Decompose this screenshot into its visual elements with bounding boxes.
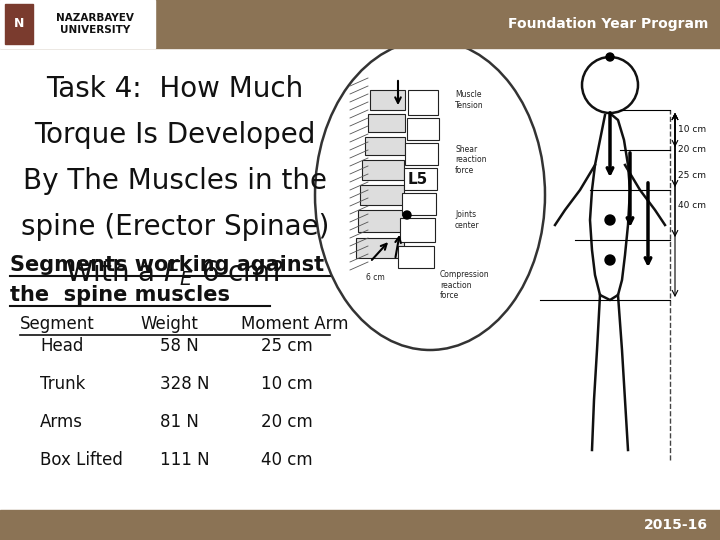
Text: 6 cm: 6 cm — [366, 273, 384, 281]
Text: 2015-16: 2015-16 — [644, 518, 708, 532]
Circle shape — [403, 211, 411, 219]
Text: Segment: Segment — [20, 315, 95, 333]
Text: Shear
reaction
force: Shear reaction force — [455, 145, 487, 175]
Bar — [405, 143, 438, 165]
Bar — [358, 210, 404, 232]
Text: With a $F_E$ 6 cm?: With a $F_E$ 6 cm? — [66, 257, 285, 288]
Circle shape — [606, 53, 614, 61]
Text: Head: Head — [40, 337, 84, 355]
Text: 25 cm: 25 cm — [678, 171, 706, 179]
Text: Segments working against: Segments working against — [10, 255, 324, 275]
Text: Compression
reaction
force: Compression reaction force — [440, 270, 490, 300]
Bar — [356, 238, 404, 258]
Text: Weight: Weight — [140, 315, 198, 333]
Text: spine (Erector Spinae): spine (Erector Spinae) — [21, 213, 329, 240]
Text: 20 cm: 20 cm — [261, 413, 313, 431]
Circle shape — [605, 255, 615, 265]
Text: L5: L5 — [408, 172, 428, 187]
Text: Muscle
Tension: Muscle Tension — [455, 90, 484, 110]
Text: 10 cm: 10 cm — [678, 125, 706, 134]
Text: Joints
center: Joints center — [455, 210, 480, 230]
Bar — [400, 218, 435, 242]
Bar — [402, 193, 436, 215]
Text: NAZARBAYEV
UNIVERSITY: NAZARBAYEV UNIVERSITY — [56, 12, 134, 35]
Bar — [370, 90, 405, 110]
Text: 58 N: 58 N — [161, 337, 199, 355]
Text: By The Muscles in the: By The Muscles in the — [23, 166, 327, 194]
Text: 328 N: 328 N — [161, 375, 210, 393]
Bar — [408, 90, 438, 115]
Bar — [407, 118, 439, 140]
Bar — [0, 0, 155, 48]
Ellipse shape — [315, 40, 545, 350]
Bar — [368, 114, 405, 132]
Text: 40 cm: 40 cm — [261, 451, 312, 469]
Text: 81 N: 81 N — [161, 413, 199, 431]
Bar — [404, 168, 437, 190]
Text: 10 cm: 10 cm — [261, 375, 313, 393]
Text: Moment Arm: Moment Arm — [241, 315, 348, 333]
Bar — [360, 185, 404, 205]
Bar — [365, 137, 405, 155]
Text: 25 cm: 25 cm — [261, 337, 313, 355]
Text: the  spine muscles: the spine muscles — [10, 285, 230, 305]
Bar — [398, 246, 434, 268]
Bar — [0, 510, 720, 540]
Circle shape — [605, 215, 615, 225]
Bar — [0, 0, 720, 48]
Text: Task 4:  How Much: Task 4: How Much — [46, 75, 304, 103]
Text: Box Lifted: Box Lifted — [40, 451, 123, 469]
Bar — [5, 4, 33, 44]
Bar — [362, 160, 404, 180]
Text: 20 cm: 20 cm — [678, 145, 706, 154]
Text: Trunk: Trunk — [40, 375, 86, 393]
Text: N: N — [14, 17, 24, 30]
Text: 40 cm: 40 cm — [678, 200, 706, 210]
Text: Torque Is Developed: Torque Is Developed — [35, 120, 315, 148]
Text: Foundation Year Program: Foundation Year Program — [508, 17, 708, 31]
Text: 111 N: 111 N — [161, 451, 210, 469]
Text: Arms: Arms — [40, 413, 84, 431]
